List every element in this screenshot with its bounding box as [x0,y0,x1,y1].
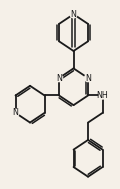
Circle shape [69,10,78,19]
Text: N: N [71,10,76,19]
Text: N: N [13,108,18,117]
Circle shape [11,109,20,117]
Circle shape [55,74,63,82]
Text: N: N [85,74,91,83]
Text: NH: NH [97,91,108,100]
Circle shape [98,91,107,100]
Circle shape [84,74,92,82]
Text: N: N [56,74,62,83]
